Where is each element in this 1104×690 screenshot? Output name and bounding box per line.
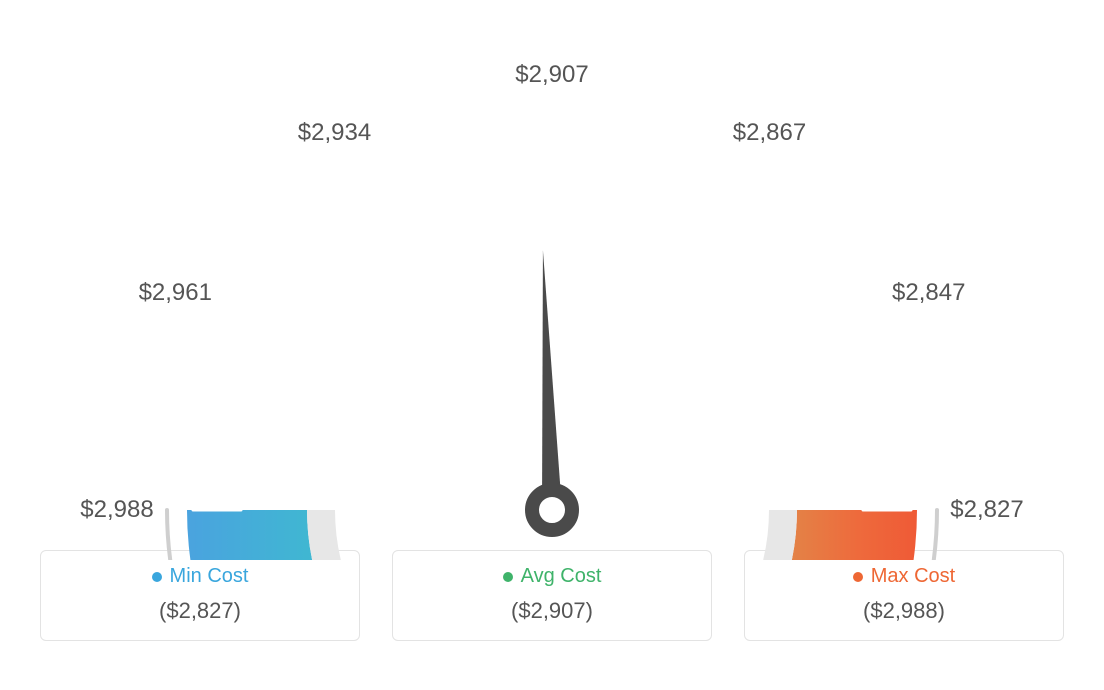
gauge-tick-label: $2,827 [950,496,1023,524]
gauge-tick-label: $2,867 [733,119,806,147]
gauge-container: $2,827 $2,847 $2,867 $2,907 $2,934 $2,961 $2,9… [0,0,1104,560]
legend-box-min: Min Cost ($2,827) [40,550,360,641]
legend-dot-min [152,572,162,582]
legend-title-avg-text: Avg Cost [521,565,602,588]
gauge-tick-label: $2,961 [139,279,212,307]
legend-box-max: Max Cost ($2,988) [744,550,1064,641]
legend-dot-avg [503,572,513,582]
legend-title-max: Max Cost [853,565,955,588]
legend-row: Min Cost ($2,827) Avg Cost ($2,907) Max … [0,550,1104,641]
gauge-tick-label: $2,934 [298,119,371,147]
legend-title-min: Min Cost [152,565,249,588]
legend-value-avg: ($2,907) [417,598,687,624]
legend-title-max-text: Max Cost [871,565,955,588]
gauge-tick-label: $2,847 [892,279,965,307]
legend-box-avg: Avg Cost ($2,907) [392,550,712,641]
gauge-tick-label: $2,988 [80,496,153,524]
legend-title-min-text: Min Cost [170,565,249,588]
legend-title-avg: Avg Cost [503,565,602,588]
gauge-tick-label: $2,907 [515,61,588,89]
legend-value-max: ($2,988) [769,598,1039,624]
legend-dot-max [853,572,863,582]
legend-value-min: ($2,827) [65,598,335,624]
